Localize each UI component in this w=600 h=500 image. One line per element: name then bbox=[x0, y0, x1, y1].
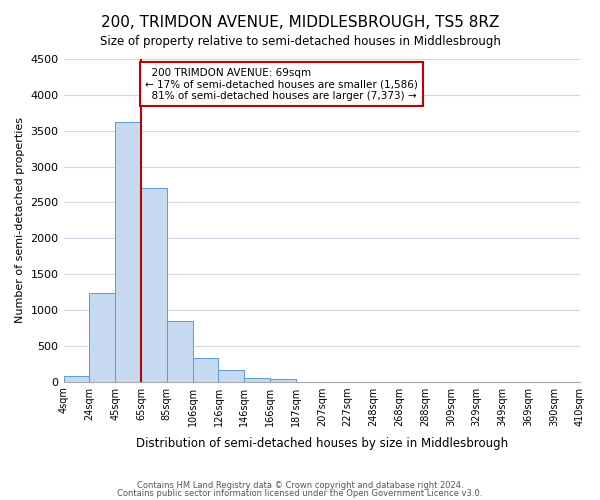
Text: Size of property relative to semi-detached houses in Middlesbrough: Size of property relative to semi-detach… bbox=[100, 35, 500, 48]
Bar bbox=[141, 188, 167, 382]
X-axis label: Distribution of semi-detached houses by size in Middlesbrough: Distribution of semi-detached houses by … bbox=[136, 437, 508, 450]
Bar bbox=[193, 358, 218, 382]
Text: Contains public sector information licensed under the Open Government Licence v3: Contains public sector information licen… bbox=[118, 488, 482, 498]
Bar bbox=[244, 378, 270, 382]
Text: 200 TRIMDON AVENUE: 69sqm
← 17% of semi-detached houses are smaller (1,586)
  81: 200 TRIMDON AVENUE: 69sqm ← 17% of semi-… bbox=[145, 68, 418, 101]
Text: 200, TRIMDON AVENUE, MIDDLESBROUGH, TS5 8RZ: 200, TRIMDON AVENUE, MIDDLESBROUGH, TS5 … bbox=[101, 15, 499, 30]
Bar bbox=[89, 294, 115, 382]
Bar bbox=[167, 320, 193, 382]
Bar bbox=[270, 380, 296, 382]
Y-axis label: Number of semi-detached properties: Number of semi-detached properties bbox=[15, 118, 25, 324]
Bar bbox=[218, 370, 244, 382]
Text: Contains HM Land Registry data © Crown copyright and database right 2024.: Contains HM Land Registry data © Crown c… bbox=[137, 481, 463, 490]
Bar bbox=[115, 122, 141, 382]
Bar bbox=[64, 376, 89, 382]
